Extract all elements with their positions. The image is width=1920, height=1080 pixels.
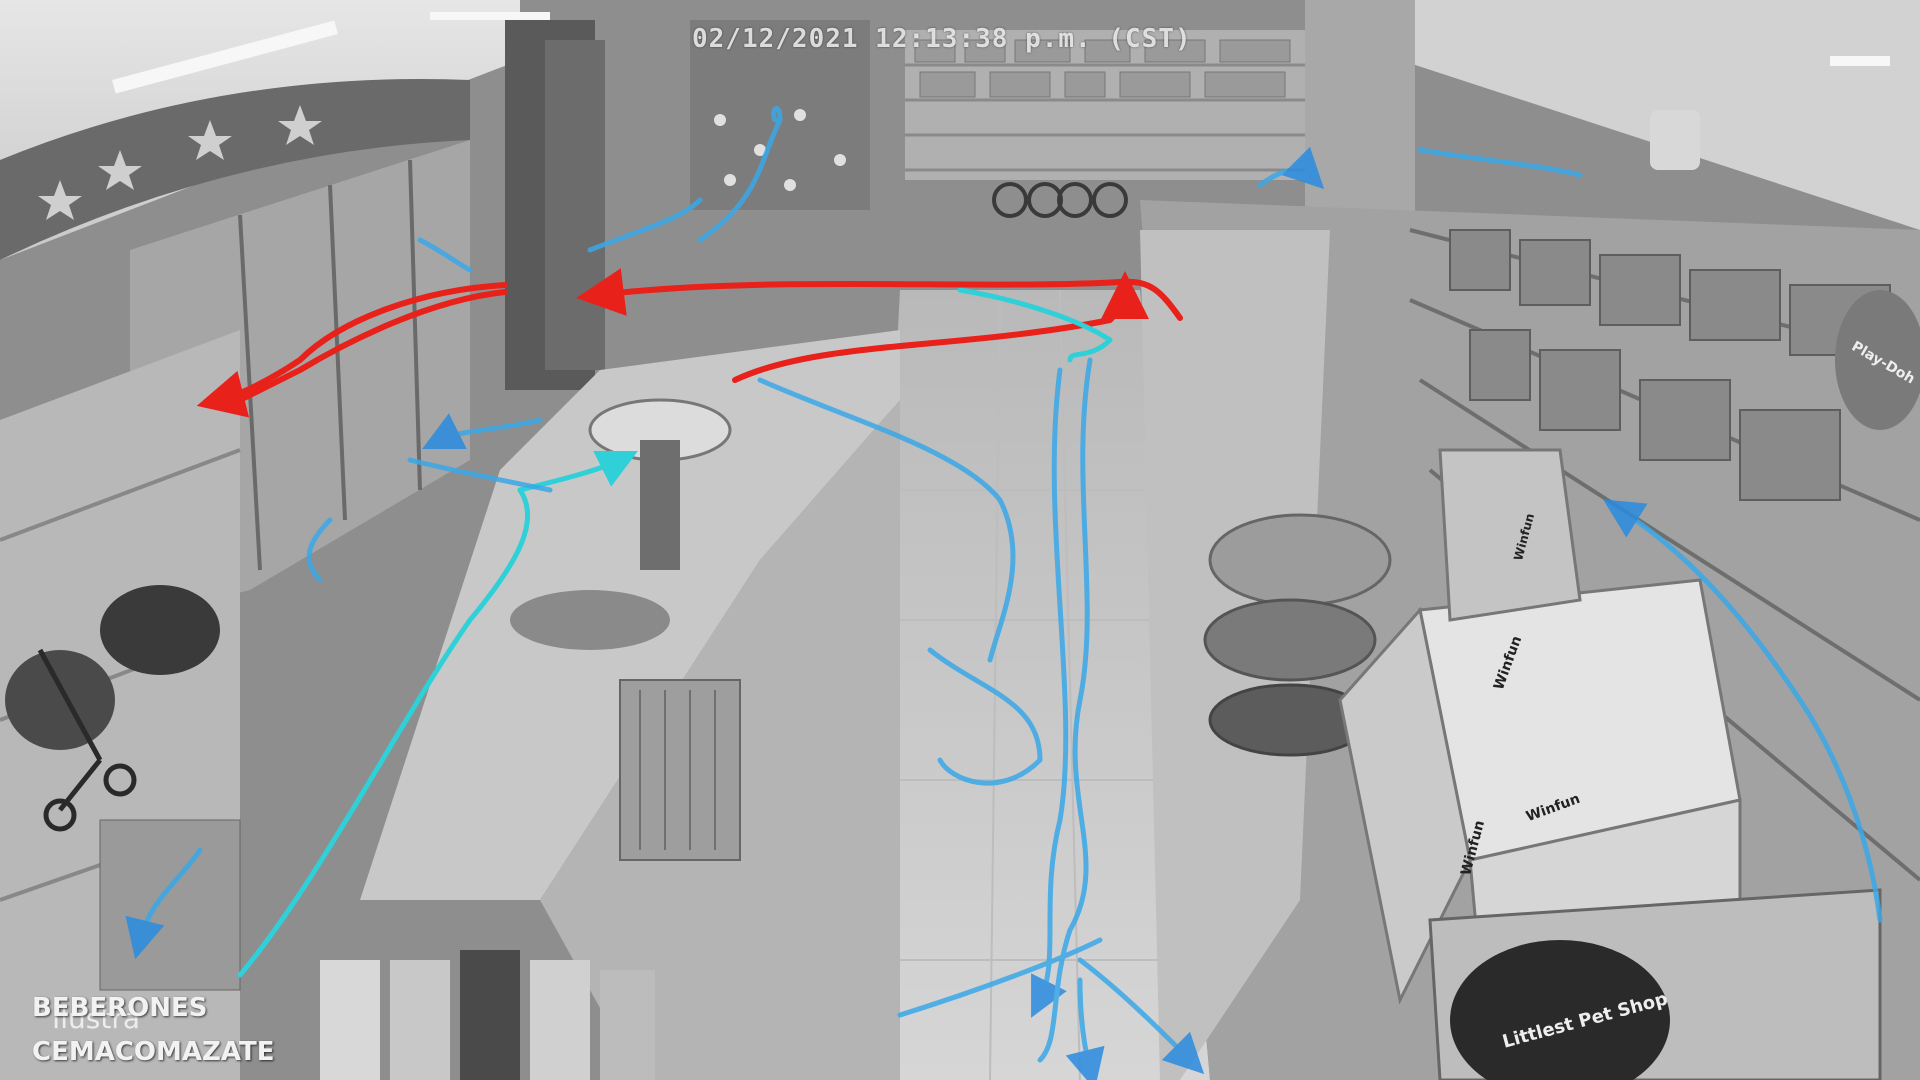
blue-path (1031, 367, 1069, 1018)
right-toy-boxes (1449, 229, 1891, 501)
blue-path (422, 413, 543, 449)
bottle-rack (619, 679, 741, 861)
red-path-group (196, 268, 1183, 418)
back-shelf-boxes (914, 39, 1291, 98)
red-path (227, 289, 508, 408)
blue-path (306, 517, 333, 583)
watermark: Ilustra (52, 1002, 141, 1035)
cyan-path-group (237, 287, 1113, 978)
stroller (37, 648, 137, 832)
walker-base (510, 590, 670, 650)
blue-path (1065, 977, 1105, 1080)
pet-shop-logo (1450, 940, 1670, 1080)
cyan-path (957, 287, 1113, 363)
ceiling-light (430, 12, 550, 20)
blue-path (125, 847, 203, 960)
red-path (196, 282, 508, 418)
blue-path (1077, 957, 1205, 1075)
timestamp-overlay: 02/12/2021 12:13:38 p.m. (CST) (692, 24, 1192, 54)
hanging-bibs (320, 950, 655, 1080)
bicycles (992, 182, 1128, 218)
blue-path (1037, 357, 1093, 1063)
bathtub (1203, 598, 1377, 682)
blue-path (1603, 499, 1883, 923)
cyan-path (237, 451, 638, 978)
camera-label-top: BEBERONES (32, 993, 208, 1023)
blue-path-group (125, 106, 1883, 1080)
back-shelf-lines (905, 63, 1305, 172)
blue-path (927, 647, 1043, 786)
banner-stars (38, 105, 322, 220)
car-seats (5, 585, 220, 750)
ceiling-light (1830, 56, 1890, 66)
camera-label-bottom: CEMACOMAZATE (32, 1037, 275, 1067)
blue-path (587, 197, 703, 253)
aisle-floor (860, 290, 1210, 1080)
entrance-door (545, 40, 605, 370)
window-decorations (714, 109, 846, 191)
star-banner (0, 79, 470, 260)
blue-path (897, 937, 1103, 1018)
walker-stand (640, 440, 680, 570)
play-doh-sign (1835, 290, 1920, 430)
blue-path (697, 106, 783, 243)
blue-path (407, 457, 553, 493)
blue-path (417, 237, 473, 273)
bathtub (1208, 513, 1392, 607)
product-box-left (99, 819, 241, 991)
bottle-rack-lines (639, 690, 716, 850)
red-path (732, 271, 1149, 383)
blue-path (1417, 147, 1583, 178)
ceiling-light (112, 20, 338, 94)
smiley-sign (1650, 110, 1700, 170)
blue-path (757, 377, 1016, 663)
blue-path (1257, 146, 1325, 190)
red-path (576, 268, 1183, 321)
